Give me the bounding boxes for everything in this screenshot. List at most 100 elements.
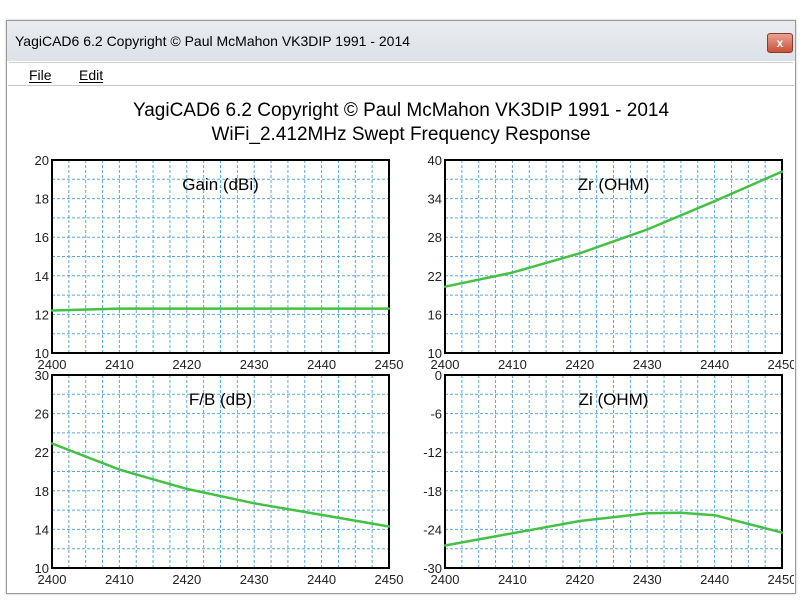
x-tick-label: 2430 xyxy=(633,572,662,587)
x-tick-label: 2400 xyxy=(431,572,460,587)
data-point xyxy=(320,307,323,310)
plot-frame xyxy=(444,159,783,354)
data-point xyxy=(253,307,256,310)
data-point xyxy=(780,170,784,173)
y-tick-label: 26 xyxy=(35,407,49,422)
x-tick-label: 2420 xyxy=(565,357,594,372)
chart-title: F/B (dB) xyxy=(189,390,252,409)
x-tick-label: 2420 xyxy=(172,572,201,587)
y-tick-label: 16 xyxy=(35,230,49,245)
data-point xyxy=(511,271,514,274)
x-tick-label: 2430 xyxy=(240,572,269,587)
x-tick-label: 2450 xyxy=(375,572,404,587)
data-point xyxy=(118,468,121,471)
y-tick-label: 22 xyxy=(35,445,49,460)
app-window: YagiCAD6 6.2 Copyright © Paul McMahon VK… xyxy=(6,20,796,594)
x-tick-label: 2410 xyxy=(105,572,134,587)
menu-file[interactable]: File xyxy=(29,67,52,83)
data-point xyxy=(185,307,188,310)
y-tick-label: 10 xyxy=(35,346,49,361)
x-tick-label: 2400 xyxy=(38,572,67,587)
data-point xyxy=(387,525,391,528)
data-point xyxy=(578,252,581,255)
charts-svg: YagiCAD6 6.2 Copyright © Paul McMahon VK… xyxy=(35,100,794,587)
x-tick-label: 2430 xyxy=(633,357,662,372)
y-tick-label: -24 xyxy=(423,522,442,537)
close-button[interactable]: x xyxy=(767,33,793,53)
y-tick-label: 10 xyxy=(428,346,442,361)
y-tick-label: 10 xyxy=(35,561,49,576)
data-point xyxy=(118,307,121,310)
x-tick-label: 2410 xyxy=(498,572,527,587)
chart-title: Gain (dBi) xyxy=(182,175,259,194)
y-tick-label: 12 xyxy=(35,307,49,322)
x-tick-label: 2450 xyxy=(375,357,404,372)
data-point xyxy=(780,531,784,534)
chart-title: Zi (OHM) xyxy=(579,390,649,409)
y-tick-label: -12 xyxy=(423,445,442,460)
data-point xyxy=(320,513,323,517)
close-icon: x xyxy=(776,36,784,50)
series-line xyxy=(51,307,389,312)
y-tick-label: 28 xyxy=(428,230,442,245)
data-point xyxy=(50,442,54,445)
y-tick-label: 34 xyxy=(428,192,442,207)
data-point xyxy=(185,487,188,491)
header-title: YagiCAD6 6.2 Copyright © Paul McMahon VK… xyxy=(133,100,670,121)
y-tick-label: 0 xyxy=(435,368,442,383)
x-tick-label: 2440 xyxy=(307,357,336,372)
x-tick-label: 2430 xyxy=(240,357,269,372)
data-point xyxy=(253,502,256,505)
x-tick-label: 2420 xyxy=(172,357,201,372)
data-point xyxy=(50,309,54,312)
chart-title: Zr (OHM) xyxy=(578,175,650,194)
y-tick-label: 22 xyxy=(428,269,442,284)
series-line xyxy=(444,170,783,288)
data-point xyxy=(713,514,716,517)
y-tick-label: 30 xyxy=(35,368,49,383)
y-tick-label: -30 xyxy=(423,561,442,576)
plot-area: YagiCAD6 6.2 Copyright © Paul McMahon VK… xyxy=(8,85,794,592)
y-tick-label: 14 xyxy=(35,522,49,537)
x-tick-label: 2440 xyxy=(700,357,729,372)
x-tick-label: 2400 xyxy=(431,357,460,372)
data-point xyxy=(443,544,447,547)
y-tick-label: -18 xyxy=(423,484,442,499)
data-point xyxy=(511,532,514,535)
x-tick-label: 2450 xyxy=(768,572,794,587)
menu-edit[interactable]: Edit xyxy=(79,67,104,83)
menu-bar: File Edit xyxy=(9,62,793,85)
plot-frame xyxy=(51,159,390,354)
header-subtitle: WiFi_2.412MHz Swept Frequency Response xyxy=(211,124,590,145)
x-tick-label: 2400 xyxy=(38,357,67,372)
window-title: YagiCAD6 6.2 Copyright © Paul McMahon VK… xyxy=(15,33,411,49)
series-line xyxy=(51,442,390,528)
plot-frame xyxy=(51,374,390,569)
y-tick-label: 18 xyxy=(35,192,49,207)
x-tick-label: 2410 xyxy=(498,357,527,372)
data-point xyxy=(578,519,581,523)
title-bar[interactable]: YagiCAD6 6.2 Copyright © Paul McMahon VK… xyxy=(7,21,795,61)
data-point xyxy=(443,285,447,288)
y-tick-label: -6 xyxy=(430,407,442,422)
x-tick-label: 2410 xyxy=(105,357,134,372)
x-tick-label: 2440 xyxy=(700,572,729,587)
y-tick-label: 40 xyxy=(428,153,442,168)
plot-frame xyxy=(444,374,783,569)
data-point xyxy=(713,199,716,203)
y-tick-label: 20 xyxy=(35,153,49,168)
x-tick-label: 2450 xyxy=(768,357,794,372)
data-point xyxy=(646,228,649,231)
x-tick-label: 2440 xyxy=(307,572,336,587)
y-tick-label: 14 xyxy=(35,269,49,284)
data-point xyxy=(646,512,649,515)
y-tick-label: 16 xyxy=(428,307,442,322)
x-tick-label: 2420 xyxy=(565,572,594,587)
y-tick-label: 18 xyxy=(35,484,49,499)
data-point xyxy=(679,511,683,514)
